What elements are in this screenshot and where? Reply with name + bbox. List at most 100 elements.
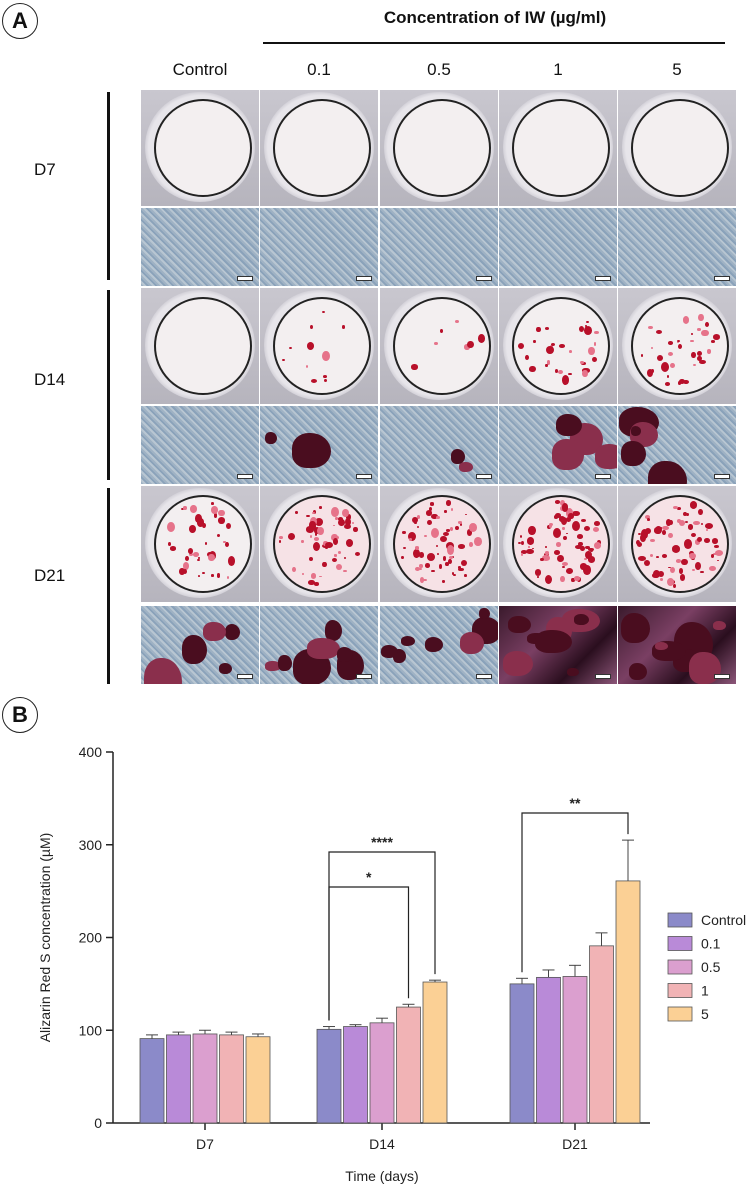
mineral-nodule [203, 621, 226, 642]
stain-spot [281, 358, 285, 362]
stain-spot [402, 546, 406, 549]
stain-spot [545, 545, 548, 549]
legend-swatch [667, 1006, 693, 1022]
stain-spot [557, 555, 564, 563]
stain-spot [662, 530, 667, 536]
x-tick-label: D14 [369, 1136, 395, 1152]
stain-spot [717, 559, 720, 562]
bar [245, 1036, 271, 1124]
stain-spot [448, 558, 452, 564]
stain-spot [167, 521, 175, 533]
stain-spot [202, 571, 205, 574]
stain-spot [457, 544, 466, 549]
stain-spot [424, 535, 427, 537]
stain-spot [316, 542, 320, 547]
stain-spot [323, 374, 328, 378]
stain-spot [322, 561, 327, 568]
scale-bar [595, 674, 611, 679]
concentration-bracket-line [263, 42, 725, 44]
x-axis-label: Time (days) [345, 1168, 418, 1184]
stain-spot [334, 516, 338, 521]
stain-spot [454, 319, 460, 324]
stain-spot [336, 564, 343, 571]
mineral-nodule [479, 607, 490, 620]
stain-spot [301, 540, 304, 544]
micrograph-d21-3 [499, 606, 617, 684]
y-axis-label: Alizarin Red S concentration (µM) [37, 833, 53, 1043]
stain-spot [672, 505, 679, 510]
stain-spot [312, 511, 315, 514]
stain-spot [546, 346, 555, 355]
stain-spot [676, 507, 681, 511]
stain-spot [712, 334, 721, 341]
mineral-nodule [307, 637, 341, 659]
mineral-nodule [507, 616, 532, 634]
stain-spot [309, 557, 314, 562]
stain-spot [448, 555, 453, 559]
mineral-nodule [648, 460, 687, 484]
stain-spot [429, 502, 435, 506]
stain-spot [590, 549, 593, 553]
micrograph-d7-1 [260, 208, 378, 286]
stain-spot [426, 552, 435, 561]
stain-spot [344, 517, 351, 527]
stain-spot [337, 518, 345, 526]
stain-spot [185, 555, 189, 561]
stain-spot [449, 527, 453, 531]
stain-spot [527, 546, 531, 548]
stain-spot [673, 583, 676, 588]
stain-spot [216, 534, 220, 538]
stain-spot [424, 563, 431, 568]
stain-spot [414, 546, 420, 550]
stain-spot [474, 537, 482, 547]
stain-spot [344, 523, 352, 530]
stain-spot [313, 527, 320, 534]
stain-spot [686, 512, 689, 516]
stain-spot [207, 553, 215, 562]
well-interior [631, 297, 729, 395]
x-tick-label: D21 [562, 1136, 588, 1152]
well-rim [622, 290, 732, 400]
well-interior [512, 495, 610, 593]
stain-spot [447, 545, 455, 556]
mineral-nodule [278, 654, 293, 672]
stain-spot [701, 329, 709, 337]
stain-spot [444, 561, 450, 566]
stain-spot [562, 535, 567, 541]
micrograph-d7-3 [499, 208, 617, 286]
mineral-nodule [595, 443, 617, 469]
stain-spot [520, 553, 524, 556]
mineral-nodule [224, 624, 241, 640]
mineral-nodule [551, 438, 584, 470]
stain-spot [436, 552, 440, 555]
significance-bracket [521, 812, 629, 973]
micrograph-d7-2 [380, 208, 498, 286]
stain-spot [700, 571, 704, 574]
stain-spot [554, 368, 559, 373]
stain-spot [697, 536, 703, 543]
row-label-d14: D14 [34, 370, 66, 389]
stain-spot [681, 558, 688, 566]
stain-spot [676, 341, 679, 344]
stain-spot [542, 555, 550, 561]
stain-spot [228, 555, 236, 566]
stain-spot [676, 339, 681, 342]
stain-spot [279, 536, 283, 539]
row-bracket-d14 [107, 290, 110, 480]
stain-spot [309, 534, 313, 538]
stain-spot [227, 575, 230, 579]
stain-spot [571, 577, 575, 582]
well-interior [393, 99, 491, 197]
stain-spot [658, 571, 664, 578]
stain-spot [561, 375, 569, 386]
stain-spot [689, 552, 697, 560]
stain-spot [660, 527, 663, 529]
stain-spot [190, 505, 197, 513]
stain-spot [698, 313, 704, 321]
stain-spot [534, 569, 542, 576]
stain-spot [532, 339, 536, 344]
mineral-nodule [574, 614, 589, 625]
stain-spot [539, 557, 544, 562]
stain-spot [580, 563, 588, 570]
well-rim [145, 290, 255, 400]
